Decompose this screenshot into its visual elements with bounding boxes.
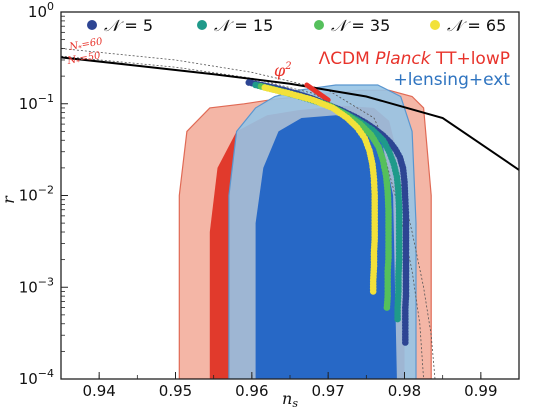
legend-label: 𝒩 = 35 — [331, 16, 390, 35]
data-point — [394, 315, 401, 323]
legend-symbol: 𝒩 — [104, 16, 124, 35]
x-tick-label: 0.95 — [159, 382, 192, 400]
x-tick-label: 0.94 — [82, 382, 115, 400]
legend-marker — [430, 20, 440, 30]
x-axis-ticks: 0.94 0.95 0.96 0.97 0.98 0.99 — [60, 372, 520, 400]
lensing-1sigma-region — [255, 115, 397, 379]
y-tick-base: 10 — [19, 278, 38, 296]
nstar50-line — [61, 55, 424, 379]
nstar60-main: N — [68, 40, 81, 53]
legend-value: = 35 — [346, 16, 390, 35]
y-tick-exp: −4 — [38, 367, 54, 380]
confidence-regions — [178, 84, 432, 379]
chaotic-inflation-line — [61, 56, 519, 171]
x-axis-label-main: n — [282, 389, 292, 407]
y-tick-exp: −2 — [38, 184, 54, 197]
phi2-label-base: φ — [274, 61, 286, 80]
legend-item-5: 𝒩 = 5 — [87, 16, 153, 35]
x-tick-label: 0.98 — [388, 382, 421, 400]
y-tick-label: 100 — [28, 0, 54, 21]
legend-symbol: 𝒩 — [447, 16, 467, 35]
planck-label-suffix: TT+lowP — [431, 49, 510, 69]
x-tick-label: 0.96 — [235, 382, 268, 400]
planck-label-italic: Planck — [375, 49, 432, 69]
y-tick-label: 10−1 — [19, 92, 54, 113]
phi2-label: φ2 — [274, 61, 292, 80]
y-tick-exp: 0 — [47, 0, 54, 13]
x-axis-label: ns — [282, 389, 298, 407]
planck-label-prefix: ΛCDM — [319, 49, 376, 69]
planck-contour-label: ΛCDM Planck TT+lowP — [319, 49, 510, 69]
nstar50-label: N*=50 — [66, 50, 103, 68]
phi2-label-exp: 2 — [284, 61, 291, 72]
y-axis-label: r — [0, 195, 18, 204]
legend-item-35: 𝒩 = 35 — [314, 16, 390, 35]
nstar50-sub: * — [76, 58, 81, 67]
nstar60-value: =60 — [81, 36, 104, 51]
data-point — [402, 339, 409, 346]
legend-value: = 15 — [229, 16, 273, 35]
nstar60-sub: * — [78, 44, 83, 53]
nstar60-label: N*=60 — [68, 36, 105, 54]
x-axis-label-sub: s — [292, 397, 298, 407]
nstar50-value: =50 — [79, 50, 102, 65]
legend-marker — [87, 20, 97, 30]
nstar60-line — [61, 48, 436, 379]
legend-symbol: 𝒩 — [214, 16, 234, 35]
y-tick-base: 10 — [19, 95, 38, 113]
legend-item-65: 𝒩 = 65 — [430, 16, 506, 35]
series-4 — [261, 84, 379, 295]
legend-value: = 5 — [119, 16, 153, 35]
legend-marker — [314, 20, 324, 30]
legend-label: 𝒩 = 5 — [104, 16, 153, 35]
y-tick-exp: −1 — [38, 92, 54, 105]
legend-value: = 65 — [462, 16, 506, 35]
y-tick-base: 10 — [19, 187, 38, 205]
legend-label: 𝒩 = 15 — [214, 16, 273, 35]
nstar50-main: N — [66, 54, 79, 67]
legend-item-15: 𝒩 = 15 — [197, 16, 273, 35]
y-tick-label: 10−2 — [19, 184, 54, 205]
theory-lines — [61, 48, 519, 379]
y-tick-base: 10 — [28, 3, 47, 21]
legend-label: 𝒩 = 65 — [447, 16, 506, 35]
data-point — [369, 288, 377, 295]
phi2-segment — [304, 82, 331, 103]
legend-symbol: 𝒩 — [331, 16, 351, 35]
scatter-points — [245, 79, 410, 346]
y-tick-exp: −3 — [38, 275, 54, 288]
x-tick-label: 0.97 — [311, 382, 344, 400]
y-tick-base: 10 — [19, 370, 38, 388]
y-tick-label: 10−3 — [19, 275, 54, 296]
x-tick-label: 0.99 — [464, 382, 497, 400]
y-tick-label: 10−4 — [19, 367, 54, 388]
lensing-contour-label: +lensing+ext — [394, 70, 511, 90]
legend-marker — [197, 20, 207, 30]
data-point — [383, 304, 391, 311]
